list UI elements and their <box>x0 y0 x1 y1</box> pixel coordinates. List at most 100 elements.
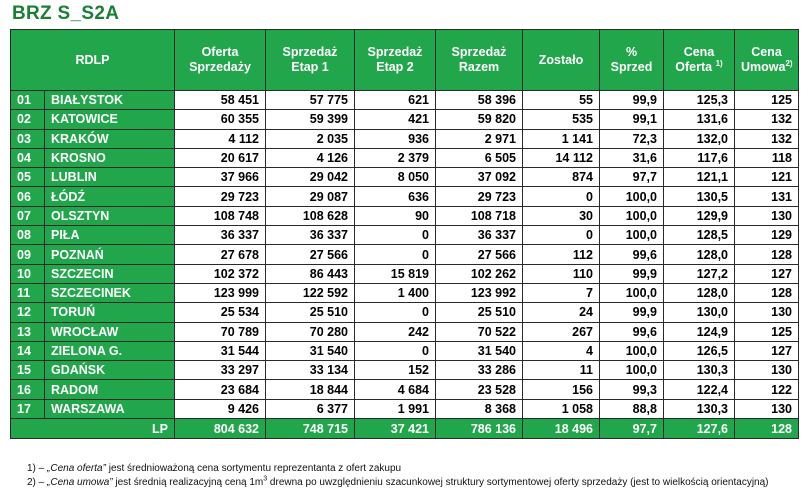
rdlp-number: 01 <box>10 89 45 111</box>
cell-razem: 6 505 <box>435 147 523 169</box>
cell-etap1: 70 280 <box>265 321 355 342</box>
total-oferta: 804 632 <box>174 418 266 440</box>
rdlp-number: 15 <box>10 360 45 381</box>
cell-zostalo: 156 <box>522 379 600 400</box>
cell-cena-oferta: 121,1 <box>663 167 735 188</box>
cell-oferta: 23 684 <box>174 379 266 400</box>
cell-etap1: 122 592 <box>265 282 355 304</box>
cell-etap1: 6 377 <box>265 398 355 420</box>
rdlp-name: KATOWICE <box>44 109 175 130</box>
table-row: 03 KRAKÓW 4 112 2 035 936 2 971 1 141 72,3 132,0… <box>10 128 799 149</box>
cell-cena-umowa: 130 <box>734 205 799 227</box>
cell-cena-oferta: 122,4 <box>663 379 735 400</box>
cell-etap1: 31 540 <box>265 340 355 362</box>
cell-oferta: 108 748 <box>174 205 266 227</box>
cell-oferta: 102 372 <box>174 263 266 284</box>
total-label: LP <box>10 418 175 440</box>
cell-cena-oferta: 128,0 <box>663 244 735 265</box>
cell-cena-umowa: 129 <box>734 225 799 246</box>
footnote-2: 2) – „Cena umowa” jest średnią realizacy… <box>27 475 769 488</box>
cell-zostalo: 1 058 <box>522 398 600 420</box>
cell-oferta: 58 451 <box>174 89 266 111</box>
cell-proc: 72,3 <box>599 128 664 149</box>
rdlp-number: 16 <box>10 379 45 400</box>
cell-cena-umowa: 128 <box>734 282 799 304</box>
cell-proc: 100,0 <box>599 205 664 227</box>
table-footer: LP 804 632 748 715 37 421 786 136 18 496… <box>10 418 799 440</box>
rdlp-number: 17 <box>10 398 45 420</box>
cell-cena-oferta: 132,0 <box>663 128 735 149</box>
cell-oferta: 27 678 <box>174 244 266 265</box>
cell-etap2: 152 <box>354 360 436 381</box>
table-row: 10 SZCZECIN 102 372 86 443 15 819 102 262 110 9… <box>10 263 799 284</box>
rdlp-name: POZNAŃ <box>44 244 175 265</box>
cell-proc: 99,3 <box>599 379 664 400</box>
col-header-etap1: Sprzedaż Etap 1 <box>265 29 355 91</box>
rdlp-number: 03 <box>10 128 45 149</box>
cell-oferta: 37 966 <box>174 167 266 188</box>
cell-etap1: 59 399 <box>265 109 355 130</box>
cell-etap1: 33 134 <box>265 360 355 381</box>
cell-zostalo: 24 <box>522 302 600 323</box>
cell-proc: 100,0 <box>599 186 664 207</box>
table-row: 11 SZCZECINEK 123 999 122 592 1 400 123 992 7 1… <box>10 282 799 304</box>
cell-oferta: 36 337 <box>174 225 266 246</box>
cell-oferta: 20 617 <box>174 147 266 169</box>
table-row: 07 OLSZTYN 108 748 108 628 90 108 718 30 100,0 1… <box>10 205 799 227</box>
cell-razem: 29 723 <box>435 186 523 207</box>
rdlp-name: WROCŁAW <box>44 321 175 342</box>
table-row: 16 RADOM 23 684 18 844 4 684 23 528 156 99,3 122… <box>10 379 799 400</box>
cell-etap1: 29 087 <box>265 186 355 207</box>
cell-razem: 123 992 <box>435 282 523 304</box>
cell-etap2: 0 <box>354 340 436 362</box>
rdlp-name: WARSZAWA <box>44 398 175 420</box>
total-procent: 97,7 <box>599 418 664 440</box>
cell-etap1: 36 337 <box>265 225 355 246</box>
rdlp-number: 11 <box>10 282 45 304</box>
cell-cena-umowa: 132 <box>734 109 799 130</box>
cell-oferta: 29 723 <box>174 186 266 207</box>
cell-etap2: 636 <box>354 186 436 207</box>
cell-oferta: 70 789 <box>174 321 266 342</box>
cell-zostalo: 14 112 <box>522 147 600 169</box>
cell-cena-umowa: 130 <box>734 302 799 323</box>
cell-cena-oferta: 130,3 <box>663 360 735 381</box>
col-header-oferta: Oferta Sprzedaży <box>174 29 266 91</box>
cell-cena-oferta: 130,5 <box>663 186 735 207</box>
cell-cena-umowa: 125 <box>734 321 799 342</box>
cell-razem: 31 540 <box>435 340 523 362</box>
cell-zostalo: 11 <box>522 360 600 381</box>
cell-razem: 2 971 <box>435 128 523 149</box>
cell-cena-umowa: 127 <box>734 340 799 362</box>
cell-proc: 100,0 <box>599 340 664 362</box>
rdlp-name: GDAŃSK <box>44 360 175 381</box>
cell-razem: 70 522 <box>435 321 523 342</box>
rdlp-number: 14 <box>10 340 45 362</box>
rdlp-number: 12 <box>10 302 45 323</box>
cell-etap2: 90 <box>354 205 436 227</box>
cell-cena-oferta: 128,0 <box>663 282 735 304</box>
cell-cena-umowa: 118 <box>734 147 799 169</box>
table-body: 01 BIAŁYSTOK 58 451 57 775 621 58 396 55 99,9 12… <box>10 89 799 420</box>
cell-oferta: 33 297 <box>174 360 266 381</box>
rdlp-name: KRAKÓW <box>44 128 175 149</box>
cell-proc: 100,0 <box>599 282 664 304</box>
rdlp-number: 09 <box>10 244 45 265</box>
cell-razem: 59 820 <box>435 109 523 130</box>
cell-etap1: 27 566 <box>265 244 355 265</box>
table-row: 12 TORUŃ 25 534 25 510 0 25 510 24 99,9 130,0 130 <box>10 302 799 323</box>
table-row: 13 WROCŁAW 70 789 70 280 242 70 522 267 99,6 124… <box>10 321 799 342</box>
cell-cena-oferta: 124,9 <box>663 321 735 342</box>
cell-etap1: 108 628 <box>265 205 355 227</box>
cell-cena-oferta: 125,3 <box>663 89 735 111</box>
cell-zostalo: 267 <box>522 321 600 342</box>
table-row: 02 KATOWICE 60 355 59 399 421 59 820 535 99,1 13… <box>10 109 799 130</box>
cell-cena-umowa: 130 <box>734 360 799 381</box>
cell-zostalo: 110 <box>522 263 600 284</box>
cell-razem: 25 510 <box>435 302 523 323</box>
cell-zostalo: 535 <box>522 109 600 130</box>
cell-etap2: 0 <box>354 302 436 323</box>
col-header-cena-umowa: Cena Umowa2) <box>734 29 799 91</box>
cell-etap2: 8 050 <box>354 167 436 188</box>
cell-zostalo: 1 141 <box>522 128 600 149</box>
